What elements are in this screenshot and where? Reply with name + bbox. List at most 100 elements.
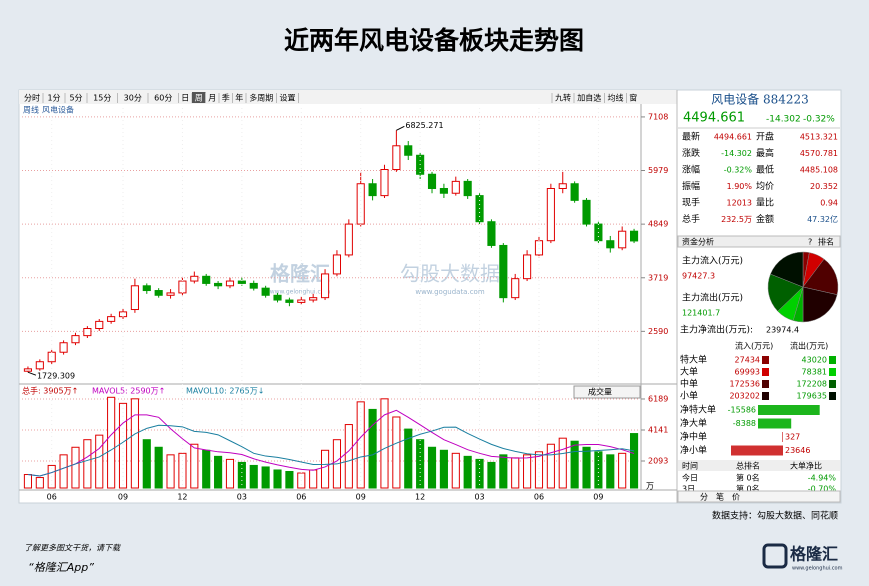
flow-swatch [762, 368, 769, 376]
bottom-tab[interactable]: 笔 [716, 492, 724, 502]
volume-bar [570, 440, 579, 489]
volume-bar [214, 455, 223, 489]
volume-selector[interactable] [573, 385, 641, 399]
toolbar-button[interactable]: 加自选 [577, 93, 601, 103]
toolbar-button[interactable]: 年 [235, 93, 243, 103]
x-tick-label: 03 [474, 493, 484, 502]
pie-slice [802, 286, 838, 323]
watermark: 勾股大数据 [400, 262, 500, 286]
bottom-tab[interactable]: 价 [732, 493, 740, 502]
net-bar [782, 432, 783, 442]
quote-label: 开盘 [756, 131, 774, 143]
candle-body [523, 254, 532, 280]
quote-value: 20.352 [810, 182, 838, 191]
volume-unit: 万 [646, 482, 654, 491]
volume-bar [416, 439, 425, 489]
candle-body [380, 169, 389, 197]
fund-tab[interactable]: 资金分析 [682, 237, 714, 247]
volume-bar [35, 477, 44, 489]
y-tick-label: 2590 [648, 327, 668, 336]
candle-body [344, 223, 353, 256]
pie-slice [767, 273, 804, 312]
volume-bar [107, 396, 116, 489]
candle-body [392, 145, 401, 171]
volume-bar [309, 469, 318, 489]
flow-name: 特大单 [680, 354, 707, 366]
net-bar [758, 418, 792, 429]
toolbar-button[interactable]: 多周期 [249, 93, 273, 103]
low-label: 1729.309 [37, 372, 75, 381]
volume-bar [273, 469, 282, 489]
promo-app: “格隆汇App” [28, 561, 94, 574]
candle-body [451, 180, 460, 194]
quote-value: 232.5万 [721, 215, 752, 224]
candle-body [107, 316, 116, 322]
toolbar-button[interactable]: 1分 [47, 94, 60, 103]
toolbar-button[interactable]: 60分 [154, 94, 172, 103]
annotation-leader [396, 125, 405, 131]
quote-value: 4513.321 [800, 133, 838, 142]
flow-out: 78381 [802, 368, 827, 377]
toolbar-button[interactable]: 30分 [124, 94, 142, 103]
quote-label: 均价 [756, 180, 774, 192]
volume-bar [511, 457, 520, 489]
high-label: 6825.271 [405, 121, 443, 130]
bottom-tab[interactable]: 分 [700, 493, 708, 502]
candle-body [237, 280, 246, 284]
toolbar-button[interactable]: 季 [222, 93, 230, 103]
toolbar-button[interactable]: 日 [181, 94, 189, 103]
toolbar-button[interactable]: 窗 [629, 93, 637, 103]
candle-body [618, 230, 627, 249]
volume-bar [130, 398, 139, 489]
quote-label: 最新 [682, 131, 700, 143]
net-name: 净特大单 [680, 404, 716, 416]
toolbar-button[interactable]: 周 [195, 94, 203, 103]
x-tick-label: 06 [296, 493, 306, 502]
chart-frame [18, 89, 842, 504]
toolbar-button[interactable]: 均线 [608, 93, 624, 103]
candle-body [511, 278, 520, 299]
x-tick-label: 03 [237, 493, 247, 502]
fund-value: 121401.7 [682, 309, 720, 318]
volume-legend: 总手: 3905万↑ [22, 386, 78, 396]
volume-bar [154, 446, 163, 489]
logo-url: www.gelonghui.com [792, 566, 843, 572]
volume-bar [380, 398, 389, 489]
toolbar-button[interactable]: 九转 [555, 93, 571, 103]
fund-tabbar [677, 235, 841, 248]
rank-cell: 第 0名 [736, 473, 760, 483]
x-tick-label: 06 [47, 493, 57, 502]
candle-body [320, 273, 330, 299]
y-tick-label: 4849 [648, 220, 668, 229]
candle-body [23, 368, 33, 372]
quote-label: 总手 [682, 213, 700, 225]
flow-swatch [829, 392, 836, 400]
toolbar-button[interactable]: 5分 [69, 94, 82, 103]
volume-bar [344, 424, 353, 489]
volume-selector-label[interactable]: 成交量 [588, 387, 612, 397]
volume-bar [523, 454, 532, 489]
net-value: 327 [785, 433, 800, 442]
flow-swatch [762, 392, 769, 400]
volume-bar [439, 449, 448, 489]
candle-body [558, 183, 567, 189]
volume-bar [594, 451, 603, 489]
fund-tab[interactable]: 排名 [818, 237, 834, 247]
toolbar-button[interactable]: 设置 [280, 93, 296, 103]
toolbar-button[interactable]: 分时 [24, 93, 40, 103]
flow-header: 流出(万元) [790, 341, 828, 351]
volume-bar [606, 454, 615, 489]
net-bar [758, 405, 820, 415]
rank-header: 大单净比 [790, 461, 822, 471]
toolbar-button[interactable]: 月 [208, 94, 216, 103]
toolbar-selected [192, 92, 206, 103]
candle-body [499, 244, 508, 299]
toolbar-button[interactable]: 15分 [93, 94, 111, 103]
candle-body [261, 287, 270, 296]
fund-tab[interactable]: ? [808, 238, 812, 247]
quote-label: 涨跌 [682, 148, 700, 159]
flow-header: 流入(万元) [735, 341, 773, 351]
candle-body [368, 183, 377, 197]
volume-bar [285, 470, 294, 489]
volume-bar [392, 416, 401, 489]
